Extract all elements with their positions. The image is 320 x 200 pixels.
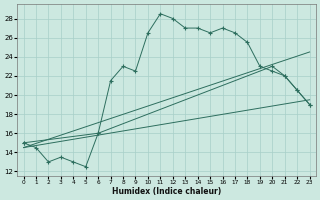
X-axis label: Humidex (Indice chaleur): Humidex (Indice chaleur): [112, 187, 221, 196]
